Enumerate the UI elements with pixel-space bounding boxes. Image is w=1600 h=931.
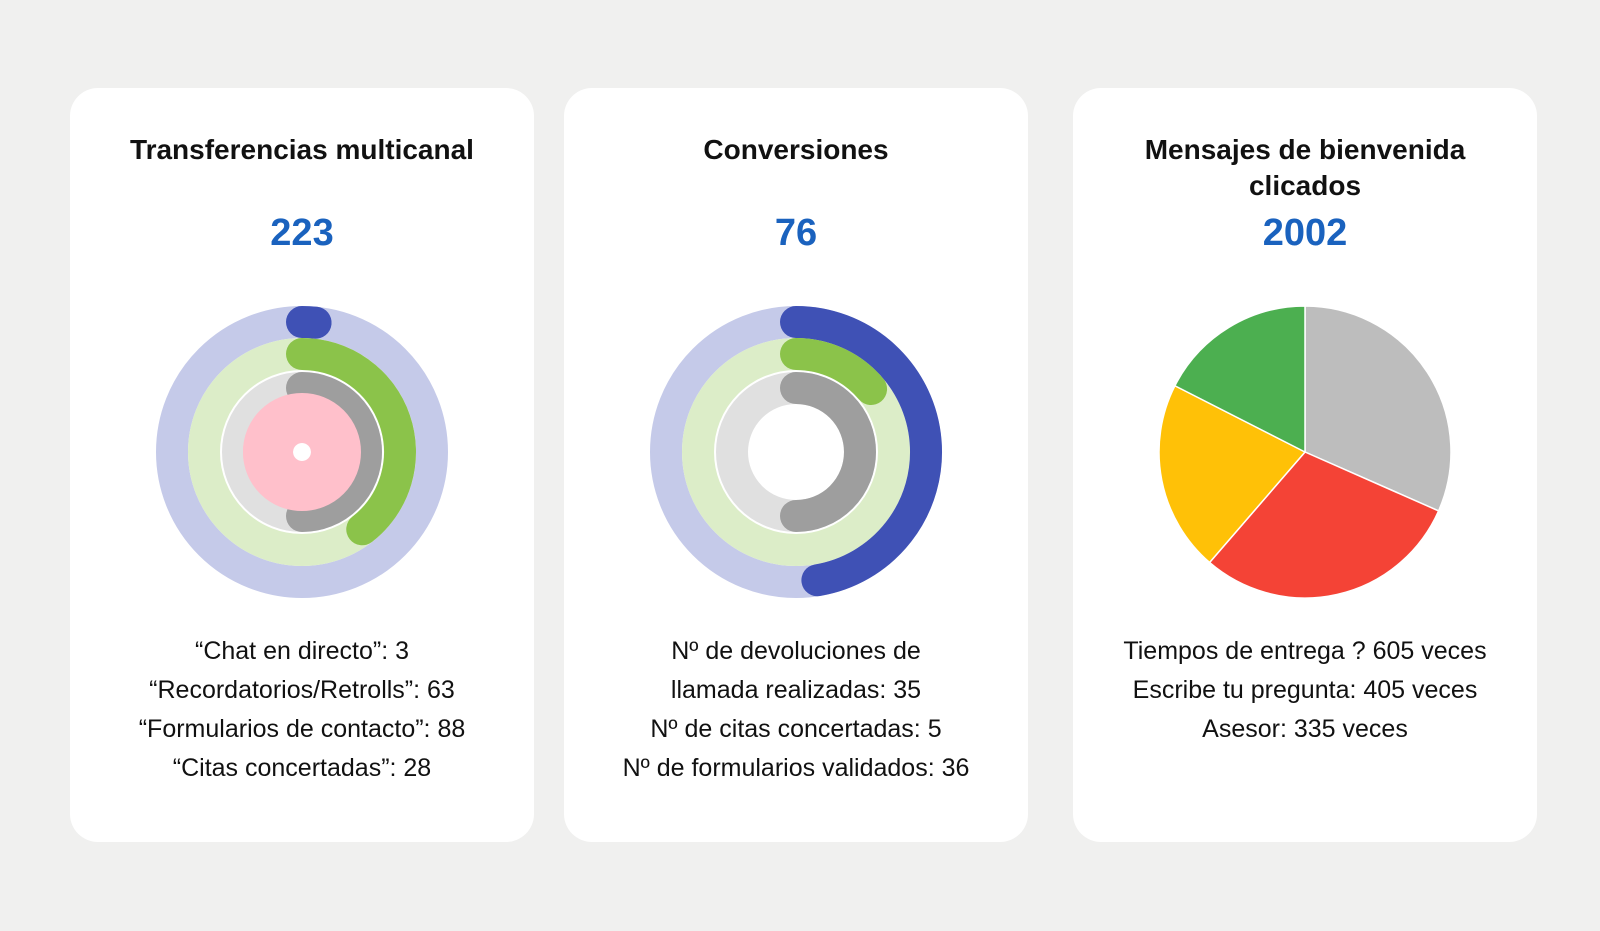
description-list: “Chat en directo”: 3 “Recordatorios/Retr… [70,632,534,788]
card-total: 2002 [1262,212,1348,254]
card-conversiones: Conversiones 76 Nº de devoluciones de ll… [564,88,1028,842]
radial-bar-chart [156,305,448,598]
description-line: “Recordatorios/Retrolls”: 63 [149,676,455,704]
description-line: llamada realizadas: 35 [670,676,922,704]
description-line: Escribe tu pregunta: 405 veces [1132,676,1478,704]
ring-third-bar [286,372,382,532]
description-line: “Citas concertadas”: 28 [172,754,432,782]
description-list: Nº de devoluciones de llamada realizadas… [564,632,1028,788]
ring-outer-bar [780,306,942,597]
card-total: 223 [270,212,334,254]
description-line: Tiempos de entrega ? 605 veces [1123,637,1487,665]
pie-slice-1 [1304,305,1452,512]
description-line: Asesor: 335 veces [1202,715,1408,743]
description-line: “Formularios de contacto”: 88 [138,715,466,743]
card-title: Mensajes de bienvenida clicados [1144,134,1466,201]
pie-slice-2 [1208,451,1440,599]
ring-second-bar [286,338,416,546]
ring-outer-bar [286,305,332,339]
description-line: Nº de citas concertadas: 5 [650,715,942,743]
pie-chart [1158,305,1452,599]
description-list: Tiempos de entrega ? 605 veces Escribe t… [1073,632,1537,749]
card-mensajes: Mensajes de bienvenida clicados 2002 Tie… [1073,88,1537,842]
description-line: Nº de formularios validados: 36 [622,754,970,782]
card-title: Conversiones [703,134,889,165]
description-line: “Chat en directo”: 3 [195,637,409,665]
card-title: Transferencias multicanal [130,134,474,165]
ring-second-bar [780,338,888,406]
description-line: Nº de devoluciones de [671,637,921,665]
ring-third-bar [780,372,876,532]
pie-slice-4 [1174,305,1306,453]
ring-inner-bar [243,393,361,511]
card-transferencias: Transferencias multicanal 223 “Chat en d… [70,88,534,842]
radial-bar-chart [650,306,942,598]
pie-slice-3 [1158,384,1306,564]
card-total: 76 [774,212,818,254]
